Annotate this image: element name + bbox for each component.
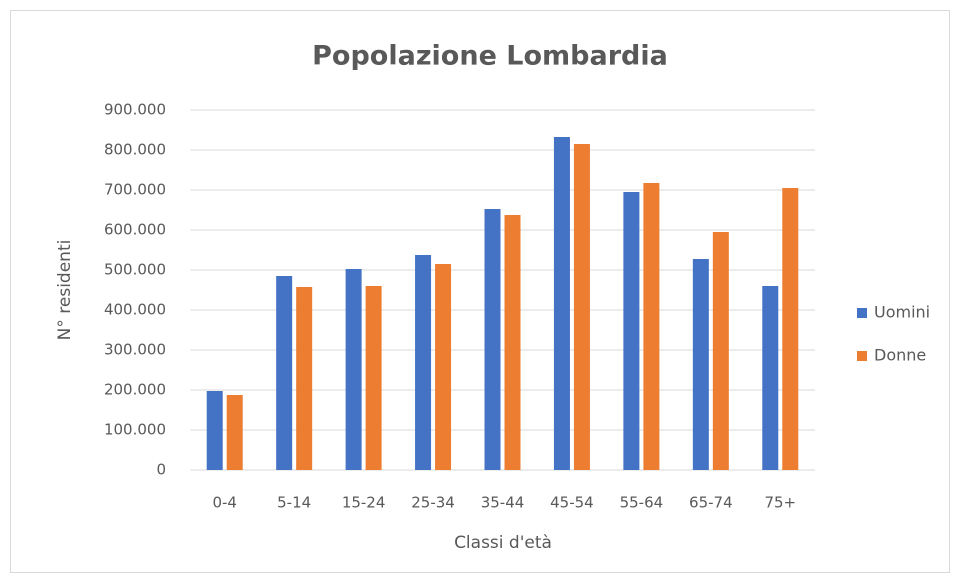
y-tick-label: 700.000 (104, 181, 166, 199)
x-tick-label: 75+ (764, 494, 796, 512)
legend-swatch (857, 308, 867, 318)
y-tick-label: 600.000 (104, 221, 166, 239)
x-axis-label: Classi d'età (454, 533, 552, 553)
bar (643, 183, 660, 470)
bar (553, 137, 570, 470)
y-tick-label: 100.000 (104, 421, 166, 439)
x-tick-label: 5-14 (277, 494, 311, 512)
bar (782, 188, 799, 470)
y-tick-label: 800.000 (104, 141, 166, 159)
x-tick-label: 15-24 (342, 494, 386, 512)
x-tick-label: 45-54 (550, 494, 594, 512)
bar (276, 276, 293, 470)
y-axis-label: N° residenti (55, 240, 75, 341)
bar (712, 232, 729, 470)
x-tick-label: 65-74 (689, 494, 733, 512)
bar (573, 144, 590, 470)
x-tick-label: 55-64 (620, 494, 664, 512)
bar (484, 209, 501, 470)
bar (504, 215, 521, 470)
bar (692, 259, 709, 470)
y-tick-label: 200.000 (104, 381, 166, 399)
chart-border (10, 10, 950, 573)
y-tick-label: 400.000 (104, 301, 166, 319)
y-tick-label: 900.000 (104, 101, 166, 119)
bar (226, 395, 243, 470)
bar (345, 269, 362, 470)
bar (296, 287, 313, 470)
bar (415, 255, 432, 470)
x-tick-label: 25-34 (411, 494, 455, 512)
bar (623, 192, 640, 470)
chart-title: Popolazione Lombardia (312, 41, 668, 72)
legend-label: Uomini (874, 303, 930, 322)
x-tick-label: 0-4 (212, 494, 237, 512)
legend-label: Donne (874, 346, 926, 365)
bar (435, 264, 452, 470)
bar (365, 286, 382, 470)
x-tick-label: 35-44 (481, 494, 525, 512)
y-tick-label: 500.000 (104, 261, 166, 279)
bar (206, 391, 223, 470)
y-tick-label: 300.000 (104, 341, 166, 359)
bar (762, 286, 779, 470)
y-tick-label: 0 (156, 461, 166, 479)
legend-swatch (857, 351, 867, 361)
